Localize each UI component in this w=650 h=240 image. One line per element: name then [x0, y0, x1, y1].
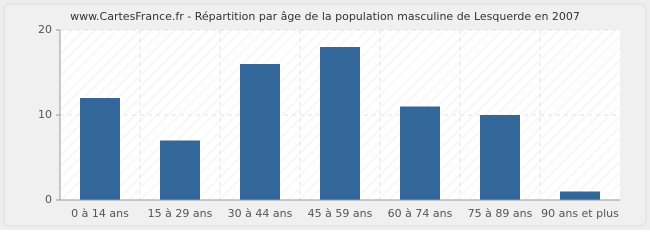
x-tick-label: 75 à 89 ans [468, 207, 533, 220]
bar [80, 98, 120, 200]
x-tick-label: 30 à 44 ans [228, 207, 293, 220]
x-tick-label: 90 ans et plus [541, 207, 619, 220]
bar [320, 47, 360, 200]
x-tick-label: 45 à 59 ans [308, 207, 373, 220]
bar [160, 140, 200, 200]
chart: www.CartesFrance.fr - Répartition par âg… [0, 0, 650, 230]
x-tick-label: 0 à 14 ans [71, 207, 129, 220]
y-tick-label: 10 [38, 108, 52, 121]
bar [400, 106, 440, 200]
bar [240, 64, 280, 200]
x-tick-label: 60 à 74 ans [388, 207, 453, 220]
chart-title: www.CartesFrance.fr - Répartition par âg… [70, 10, 580, 23]
page: www.CartesFrance.fr - Répartition par âg… [0, 0, 650, 230]
x-tick-label: 15 à 29 ans [148, 207, 213, 220]
y-tick-label: 0 [45, 193, 52, 206]
bar [480, 115, 520, 200]
bar [560, 191, 600, 200]
y-tick-label: 20 [38, 23, 52, 36]
